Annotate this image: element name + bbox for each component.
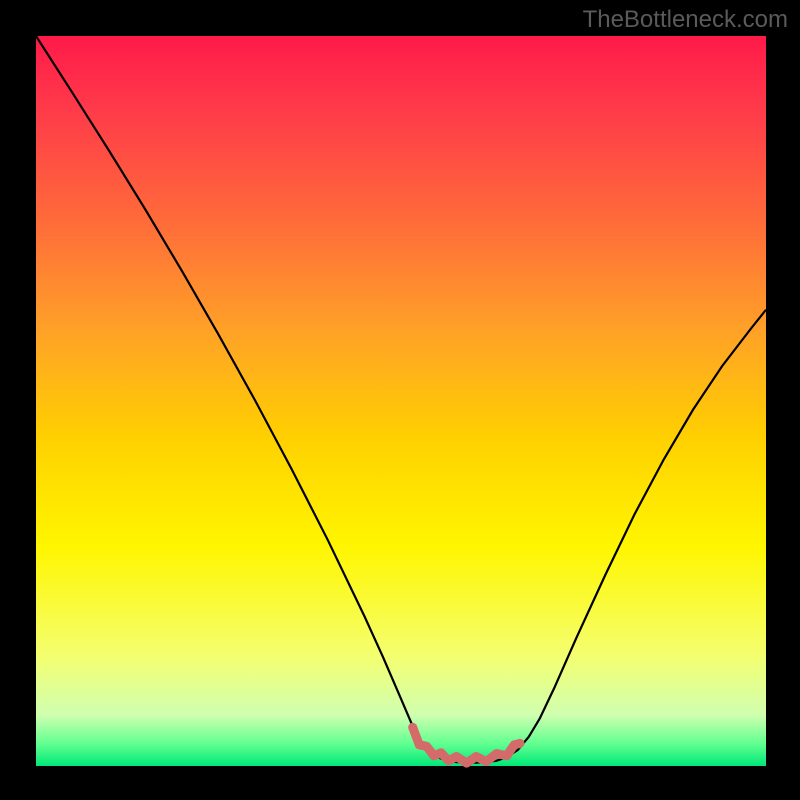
plot-area xyxy=(36,36,766,766)
chart-container: TheBottleneck.com xyxy=(0,0,800,800)
bottleneck-chart xyxy=(0,0,800,800)
watermark-text: TheBottleneck.com xyxy=(583,6,788,34)
